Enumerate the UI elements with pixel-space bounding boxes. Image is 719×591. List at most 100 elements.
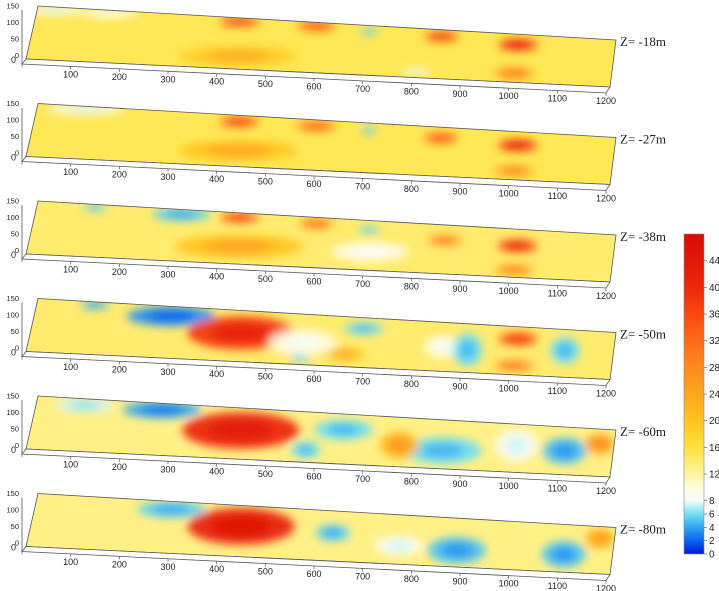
x-tick-label: 1200	[596, 96, 616, 106]
anomaly-core	[87, 302, 104, 308]
anomaly-core	[305, 123, 327, 129]
x-tick-label: 200	[112, 364, 127, 374]
anomaly-core	[146, 310, 195, 322]
x-tick-label: 800	[404, 476, 419, 486]
y-tick-label: 100	[6, 115, 19, 124]
x-tick-label: 700	[355, 181, 370, 191]
colorbar-tick-label: 44	[709, 256, 719, 267]
anomaly-core	[297, 445, 314, 455]
anomaly-core	[506, 142, 529, 149]
x-tick-label: 500	[258, 79, 273, 89]
anomaly-core	[507, 41, 529, 49]
y-tick-label: 50	[11, 132, 19, 141]
anomaly-core	[503, 363, 525, 369]
anomaly-core	[432, 340, 455, 354]
y-tick-label: 0	[15, 344, 19, 353]
y-tick-label: 50	[11, 424, 19, 433]
y-tick-label: 150	[6, 489, 19, 498]
colorbar-tick-label: 8	[709, 496, 715, 507]
colorbar-tick-label: 6	[709, 510, 715, 521]
anomaly-core	[591, 532, 609, 544]
x-tick-label: 600	[306, 374, 321, 384]
x-tick-label: 500	[258, 274, 273, 284]
x-tick-label: 100	[63, 557, 78, 567]
anomaly-core	[348, 246, 392, 258]
x-tick-label: 1100	[548, 289, 567, 299]
colorbar-tick-label: 32	[709, 336, 719, 347]
x-tick-label: 400	[209, 272, 224, 282]
colorbar-tick-label: 40	[709, 283, 719, 294]
anomaly-core	[211, 516, 271, 537]
x-tick-label: 100	[63, 167, 78, 177]
colorbar-tick-label: 12	[709, 470, 719, 481]
colorbar-tick-label: 24	[709, 390, 719, 401]
anomaly-core	[507, 335, 529, 343]
anomaly-core	[228, 119, 250, 125]
anomaly-core	[206, 145, 271, 157]
x-tick-label: 500	[258, 469, 273, 479]
anomaly-core	[333, 350, 356, 358]
colorbar-tick-label: 20	[709, 416, 719, 427]
y-tick-label: 0	[15, 539, 19, 548]
anomaly-core	[408, 69, 425, 74]
x-tick-label: 1200	[596, 291, 616, 301]
x-tick-label: 100	[63, 362, 78, 372]
anomaly-core	[306, 220, 326, 227]
x-tick-label: 600	[306, 569, 321, 579]
x-tick-label: 1200	[596, 194, 616, 204]
anomaly-core	[40, 7, 73, 13]
y-tick-label: 0	[15, 246, 19, 255]
anomaly-core	[459, 340, 476, 359]
x-tick-label: 900	[452, 89, 467, 99]
anomaly-core	[165, 210, 198, 218]
colorbar-tick-label: 16	[709, 443, 719, 454]
x-tick-label: 900	[452, 479, 467, 489]
x-tick-label: 1000	[499, 481, 519, 491]
x-tick-label: 400	[209, 467, 224, 477]
anomaly-core	[294, 356, 306, 361]
anomaly-core	[327, 424, 360, 436]
x-tick-label: 900	[452, 381, 467, 391]
x-tick-label: 400	[209, 77, 224, 87]
x-tick-label: 600	[306, 472, 321, 482]
slice-background	[26, 201, 616, 282]
x-tick-label: 1200	[596, 584, 616, 591]
anomaly-core	[551, 547, 576, 562]
anomaly-core	[435, 237, 455, 244]
x-tick-label: 1200	[596, 389, 616, 399]
x-tick-label: 400	[209, 564, 224, 574]
y-tick-label: 50	[11, 522, 19, 531]
x-tick-label: 600	[306, 82, 321, 92]
anomaly-core	[364, 29, 375, 34]
x-tick-label: 800	[404, 86, 419, 96]
anomaly-core	[388, 437, 411, 453]
depth-label: Z= -60m	[620, 424, 666, 439]
y-tick-label: 100	[6, 408, 19, 417]
y-tick-label: 150	[6, 196, 19, 205]
y-tick-label: 0	[15, 441, 19, 450]
anomaly-core	[152, 504, 190, 515]
anomaly-core	[552, 443, 577, 459]
x-tick-label: 1000	[499, 384, 519, 394]
anomaly-core	[228, 19, 251, 25]
anomaly-core	[503, 267, 525, 273]
x-tick-label: 1100	[548, 581, 567, 591]
colorbar-tick-label: 2	[709, 536, 715, 547]
x-tick-label: 300	[160, 367, 175, 377]
x-tick-label: 700	[355, 571, 370, 581]
x-tick-label: 1100	[548, 386, 567, 396]
x-tick-label: 300	[160, 269, 175, 279]
x-tick-label: 900	[452, 284, 467, 294]
y-tick-label: 150	[6, 99, 19, 108]
anomaly-core	[556, 343, 574, 358]
x-tick-label: 500	[258, 372, 273, 382]
x-tick-label: 300	[160, 74, 175, 84]
x-tick-label: 500	[258, 567, 273, 577]
anomaly-core	[305, 23, 328, 29]
anomaly-core	[140, 405, 184, 415]
